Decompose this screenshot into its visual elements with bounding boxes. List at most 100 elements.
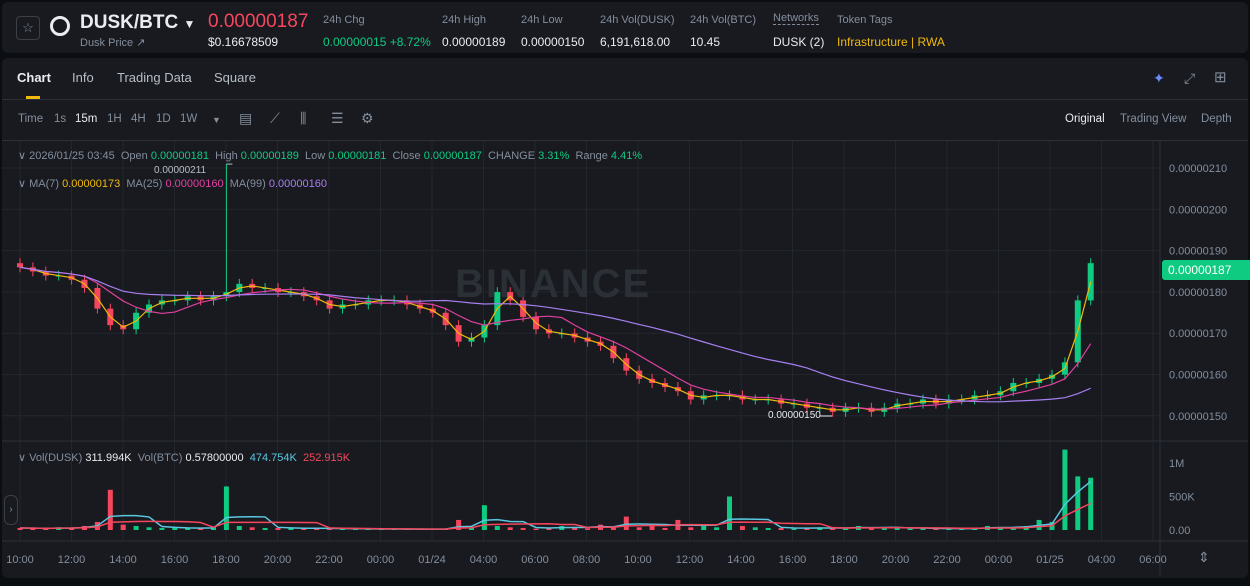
stat-value: 6,191,618.00 bbox=[600, 35, 671, 49]
high-label: High bbox=[215, 150, 238, 162]
vol-ma2-value: 252.915K bbox=[302, 452, 351, 464]
chart-type-icon[interactable]: ⫼ bbox=[300, 110, 307, 126]
volume-bar bbox=[43, 528, 49, 530]
volume-bar bbox=[636, 527, 642, 530]
auto-scale-icon[interactable]: ⇕ bbox=[1198, 549, 1210, 565]
range-value: 4.41% bbox=[610, 150, 643, 162]
volume-tick: 1M bbox=[1169, 458, 1184, 470]
volume-bar bbox=[301, 528, 307, 530]
candle bbox=[17, 263, 23, 268]
vol-btc-label: Vol(BTC) bbox=[137, 452, 183, 464]
range-label: Range bbox=[575, 150, 608, 162]
ma25-label: MA(25) bbox=[126, 178, 163, 190]
expand-icon[interactable]: ⤢ bbox=[1184, 70, 1196, 86]
networks-label[interactable]: Networks bbox=[773, 12, 819, 25]
pair-name: DUSK/BTC bbox=[80, 12, 179, 33]
interval-4h[interactable]: 4H bbox=[131, 113, 146, 125]
time-tick: 20:00 bbox=[264, 554, 292, 566]
time-tick: 22:00 bbox=[315, 554, 343, 566]
interval-1w[interactable]: 1W bbox=[180, 113, 198, 125]
volume-bar bbox=[868, 527, 874, 530]
time-tick: 14:00 bbox=[109, 554, 137, 566]
usd-price: $0.16678509 bbox=[208, 35, 279, 49]
time-tick: 22:00 bbox=[933, 554, 961, 566]
interval-time[interactable]: Time bbox=[18, 113, 44, 125]
volume-bar bbox=[185, 528, 191, 530]
volume-bar bbox=[830, 527, 836, 530]
layout-grid-icon[interactable]: ⊞ bbox=[1214, 69, 1227, 86]
tab-chart[interactable]: Chart bbox=[17, 70, 51, 85]
volume-bar bbox=[688, 527, 694, 530]
volume-bar bbox=[314, 527, 320, 530]
interval-15m[interactable]: 15m bbox=[75, 113, 98, 125]
view-trading-view[interactable]: Trading View bbox=[1120, 113, 1187, 125]
active-tab-indicator bbox=[26, 96, 40, 99]
dusk-price-link[interactable]: Dusk Price ↗ bbox=[80, 37, 146, 49]
volume-bar bbox=[1062, 449, 1068, 530]
ai-sparkle-icon[interactable]: ✦ bbox=[1153, 70, 1165, 86]
interval-1d[interactable]: 1D bbox=[156, 113, 171, 125]
favorite-star-icon[interactable]: ☆ bbox=[16, 16, 40, 40]
volume-bar bbox=[288, 528, 294, 530]
volume-bar bbox=[881, 527, 887, 530]
time-tick: 12:00 bbox=[676, 554, 704, 566]
interval-1s[interactable]: 1s bbox=[54, 113, 67, 125]
volume-bar bbox=[146, 527, 152, 530]
calendar-icon[interactable]: ▤ bbox=[239, 110, 253, 126]
volume-bar bbox=[946, 528, 952, 530]
volume-bar bbox=[804, 527, 810, 530]
min-price-annotation: 0.00000150 bbox=[768, 410, 821, 421]
tab-trading-data[interactable]: Trading Data bbox=[117, 70, 192, 85]
volume-bar bbox=[791, 528, 797, 530]
ma7-value: 0.00000173 bbox=[62, 178, 121, 190]
volume-bar bbox=[649, 525, 655, 530]
volume-bar bbox=[959, 528, 965, 530]
indicator-icon[interactable]: ⟋ bbox=[270, 110, 280, 126]
time-tick: 14:00 bbox=[727, 554, 755, 566]
ma7-label: MA(7) bbox=[29, 178, 60, 190]
price-tick: 0.00000200 bbox=[1169, 204, 1227, 216]
stat-label: 24h Vol(DUSK) bbox=[600, 14, 675, 26]
volume-bar bbox=[340, 528, 345, 530]
settings-icon[interactable]: ⚙ bbox=[361, 110, 374, 126]
price-tick: 0.00000210 bbox=[1169, 163, 1227, 175]
volume-bar bbox=[172, 527, 178, 530]
price-tick: 0.00000170 bbox=[1169, 328, 1227, 340]
volume-bar bbox=[920, 527, 926, 530]
pair-selector[interactable]: DUSK/BTC ▼ bbox=[80, 12, 195, 34]
volume-bar bbox=[933, 528, 939, 530]
volume-bar bbox=[494, 525, 500, 530]
max-price-annotation: 0.00000211 bbox=[154, 165, 207, 176]
divider bbox=[2, 140, 1248, 141]
stat-value: 10.45 bbox=[690, 35, 721, 49]
volume-bar bbox=[469, 527, 474, 530]
volume-bar bbox=[198, 527, 204, 530]
tab-info[interactable]: Info bbox=[72, 70, 94, 85]
view-depth[interactable]: Depth bbox=[1201, 113, 1232, 125]
volume-bar bbox=[752, 527, 758, 530]
time-tick: 06:00 bbox=[1139, 554, 1167, 566]
volume-bar bbox=[727, 496, 732, 530]
stat-label: 24h High bbox=[442, 14, 487, 26]
vol-dusk-value: 311.994K bbox=[85, 452, 132, 464]
time-tick: 01/25 bbox=[1036, 554, 1064, 566]
divider bbox=[2, 99, 1248, 100]
tag-rwa[interactable]: RWA bbox=[917, 35, 945, 49]
expand-panel-handle[interactable]: › bbox=[4, 495, 18, 525]
more-intervals-dropdown-icon[interactable]: ▼ bbox=[212, 115, 221, 125]
open-label: Open bbox=[120, 150, 148, 162]
volume-bar bbox=[352, 528, 358, 530]
tag-infrastructure[interactable]: Infrastructure bbox=[837, 35, 908, 49]
stat-label: 24h Low bbox=[521, 14, 563, 26]
volume-tick: 0.00 bbox=[1169, 525, 1190, 537]
view-original[interactable]: Original bbox=[1065, 113, 1105, 125]
tab-square[interactable]: Square bbox=[214, 70, 256, 85]
stat-value: 0.00000189 bbox=[442, 35, 506, 49]
networks-value[interactable]: DUSK (2) bbox=[773, 35, 825, 49]
volume-bar bbox=[610, 527, 616, 530]
display-settings-icon[interactable]: ☰ bbox=[331, 110, 344, 126]
change-value: 3.31% bbox=[538, 150, 570, 162]
interval-1h[interactable]: 1H bbox=[107, 113, 122, 125]
volume-bar bbox=[894, 527, 900, 530]
